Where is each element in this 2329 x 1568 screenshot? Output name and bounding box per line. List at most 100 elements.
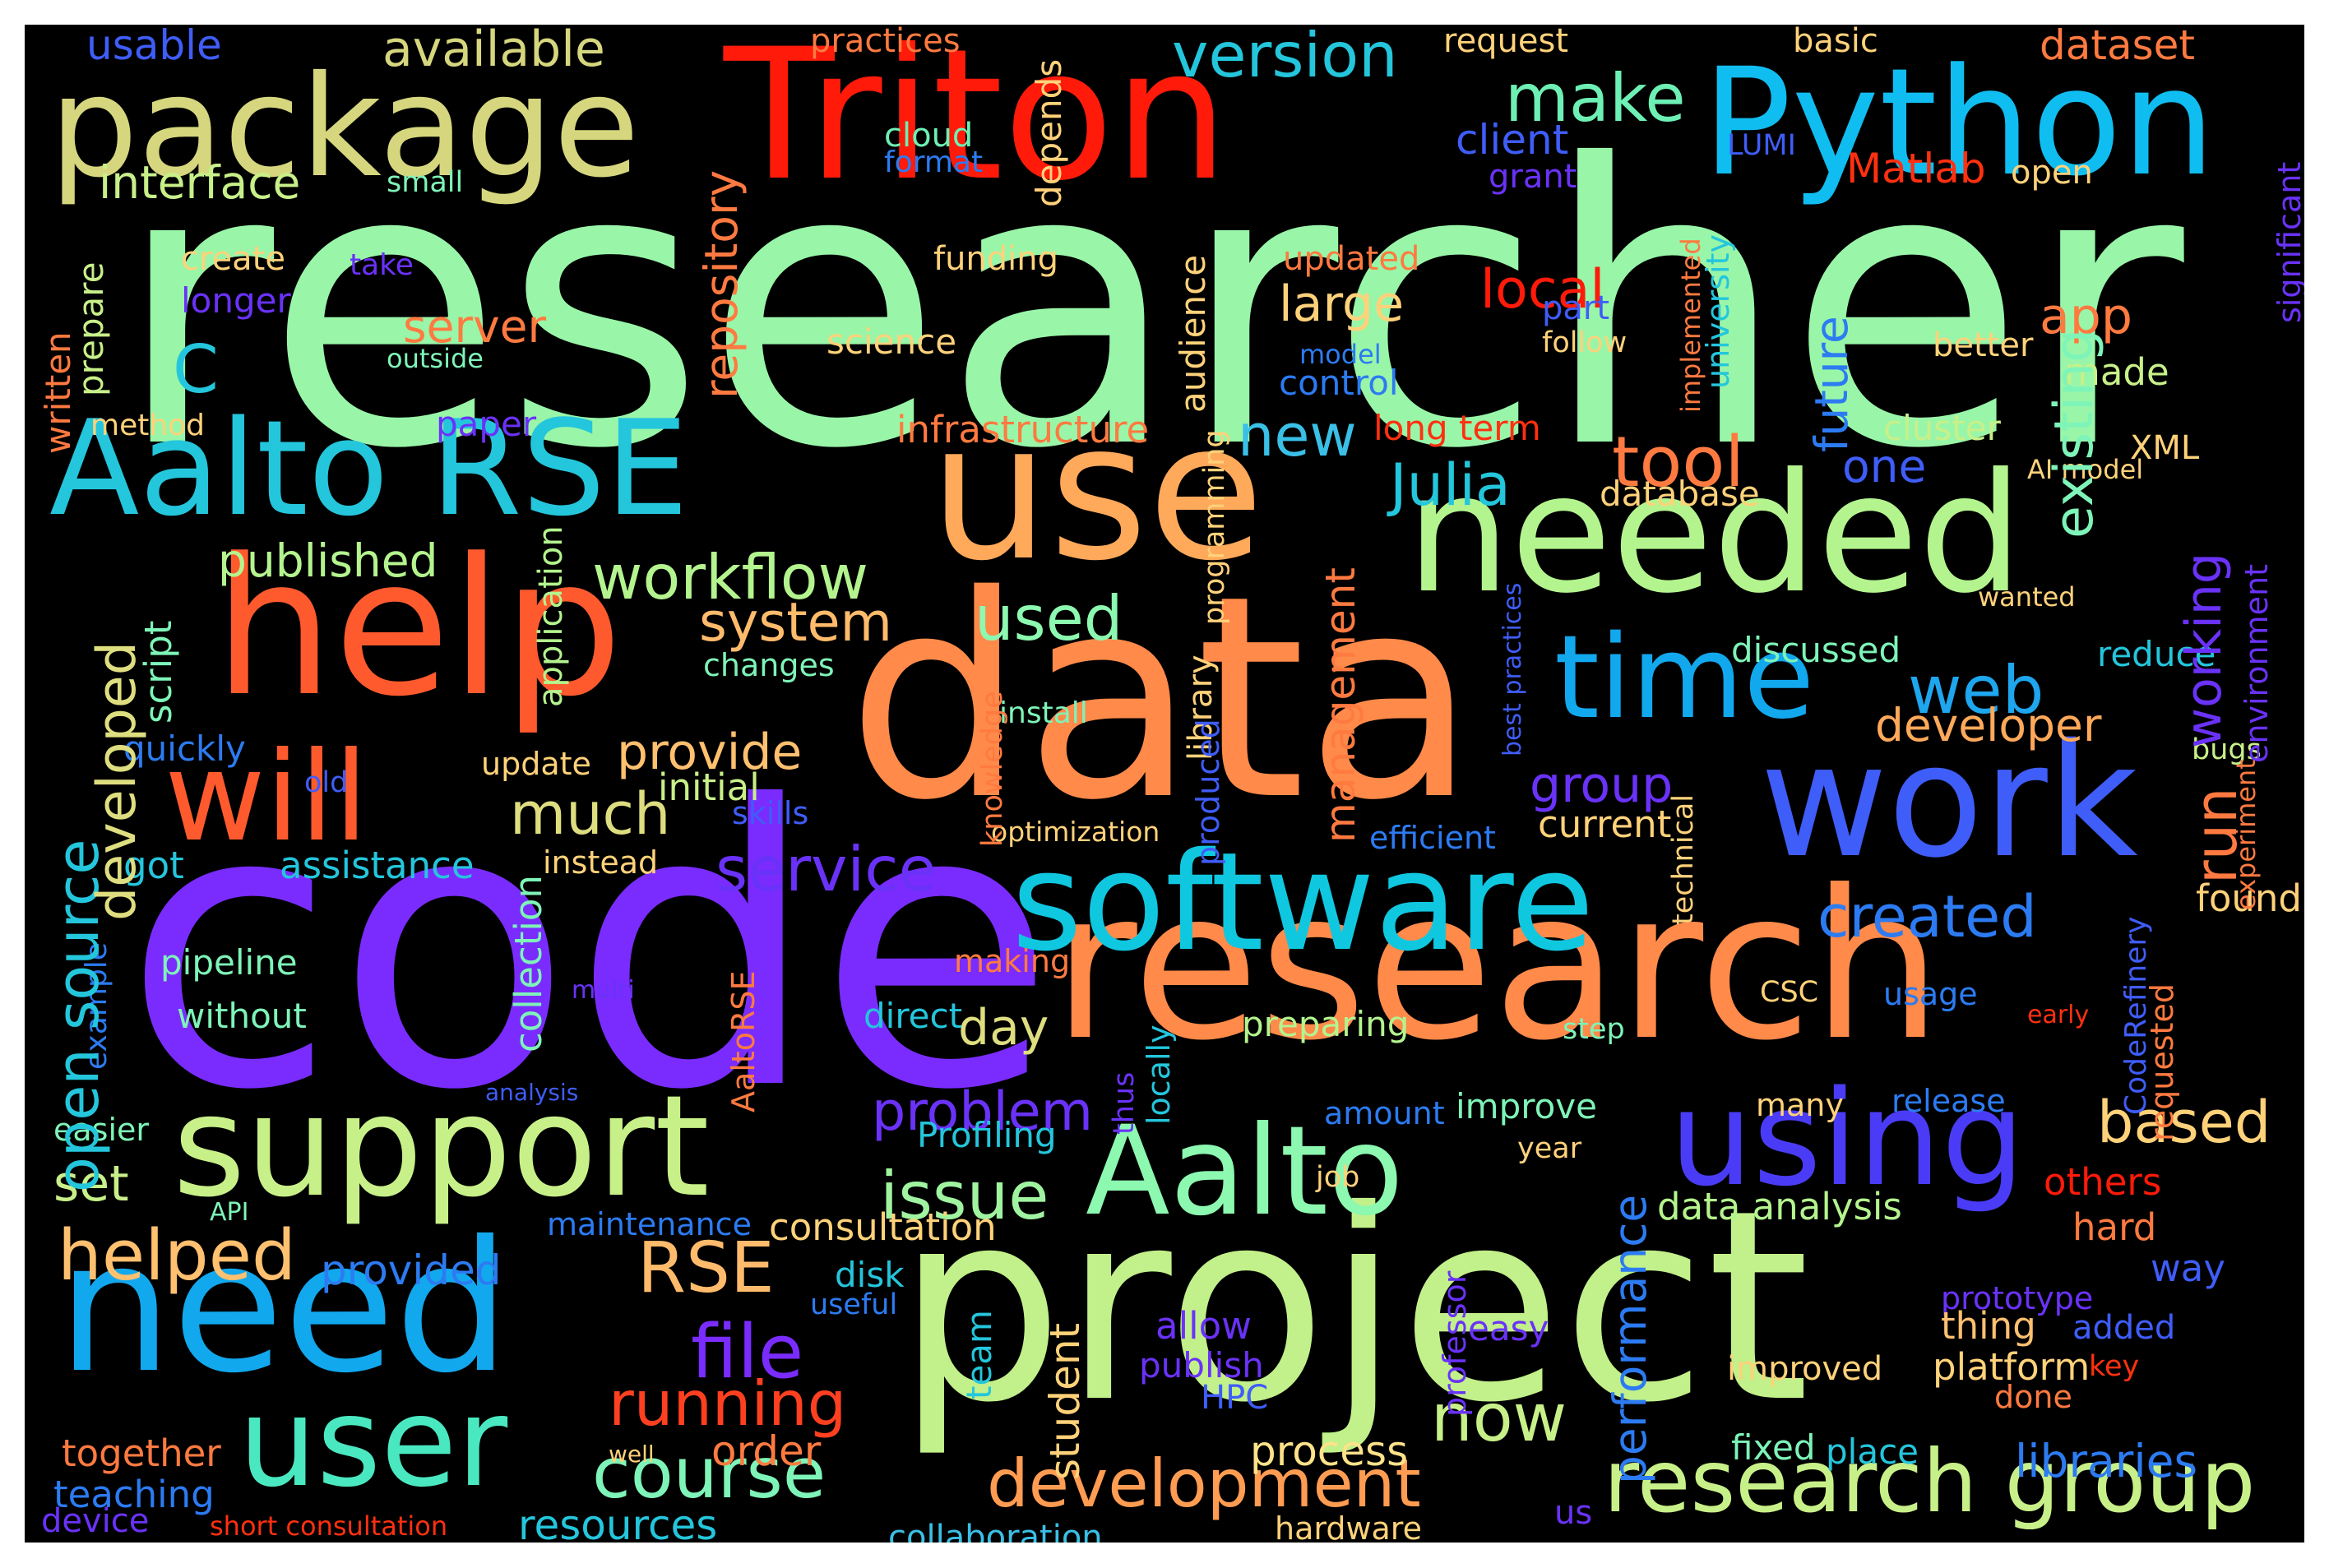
word-client: client: [1456, 116, 1569, 164]
word-hard: hard: [2072, 1205, 2157, 1249]
word-triton: Triton: [724, 25, 1229, 220]
word-local: local: [1480, 259, 1605, 321]
word-practices: practices: [810, 25, 961, 60]
word-pipeline: pipeline: [160, 942, 298, 983]
word-discussed: discussed: [1731, 630, 1901, 670]
word-easier: easier: [53, 1112, 150, 1148]
word-published: published: [218, 534, 438, 587]
word-hardware: hardware: [1275, 1510, 1422, 1543]
word-much: much: [510, 780, 671, 848]
word-repository: repository: [695, 169, 748, 399]
word-libraries: libraries: [2015, 1435, 2198, 1487]
word-issue: issue: [880, 1158, 1049, 1234]
word-place: place: [1826, 1432, 1919, 1472]
word-aaltorse: AaltoRSE: [725, 970, 762, 1112]
word-current: current: [1538, 803, 1672, 846]
word-usable: usable: [86, 25, 222, 69]
word-helped: helped: [58, 1215, 296, 1297]
word-format: format: [884, 146, 984, 179]
word-efficient: efficient: [1369, 820, 1496, 856]
word-control: control: [1279, 363, 1399, 403]
word-profiling: Profiling: [917, 1115, 1057, 1155]
word-existing: existing: [2044, 328, 2105, 539]
word-tool: tool: [1612, 422, 1744, 503]
word-reduce: reduce: [2097, 634, 2216, 674]
word-key: key: [2089, 1350, 2140, 1383]
word-platform: platform: [1933, 1345, 2091, 1389]
word-audience: audience: [1173, 254, 1213, 413]
word-using: using: [1669, 1062, 2026, 1215]
word-used: used: [975, 582, 1123, 654]
word-needed: needed: [1406, 438, 2023, 630]
word-set: set: [53, 1155, 129, 1213]
word-aalto: Aalto: [1086, 1100, 1404, 1243]
word-xml: XML: [2130, 429, 2200, 467]
word-project: project: [896, 1154, 1810, 1460]
word-future: future: [1805, 316, 1858, 452]
word-ai-model: AI model: [2027, 454, 2144, 485]
word-order: order: [711, 1427, 822, 1475]
word-long-term: long term: [1373, 408, 1541, 448]
word-thing: thing: [1941, 1304, 2036, 1348]
word-resources: resources: [518, 1501, 718, 1543]
word-release: release: [1891, 1083, 2006, 1119]
word-requested: requested: [2144, 983, 2180, 1141]
word-job: job: [1316, 1161, 1360, 1194]
word-got: got: [123, 844, 184, 887]
word-application: application: [532, 525, 570, 707]
word-well: well: [609, 1441, 655, 1468]
word-developer: developer: [1875, 699, 2102, 752]
word-found: found: [2196, 877, 2302, 920]
word-device: device: [41, 1502, 150, 1540]
word-development: development: [987, 1445, 1421, 1522]
word-group: group: [1530, 756, 1674, 814]
word-make: make: [1505, 60, 1686, 136]
word-teaching: teaching: [53, 1473, 215, 1516]
word-problem: problem: [872, 1081, 1093, 1143]
word-better: better: [1933, 326, 2034, 364]
word-update: update: [481, 746, 591, 782]
word-making: making: [954, 943, 1071, 979]
word-allow: allow: [1155, 1304, 1252, 1348]
word-course: course: [592, 1433, 826, 1515]
word-available: available: [382, 25, 605, 78]
word-web: web: [1908, 652, 2044, 728]
word-package: package: [49, 46, 640, 209]
word-help: help: [214, 519, 623, 738]
word-year: year: [1517, 1132, 1582, 1165]
word-updated: updated: [1283, 240, 1420, 278]
word-csc: CSC: [1760, 976, 1819, 1009]
word-fixed: fixed: [1731, 1427, 1816, 1468]
word-software: software: [1012, 823, 1595, 981]
word-dataset: dataset: [2040, 25, 2196, 69]
word-prototype: prototype: [1941, 1280, 2094, 1316]
word-user: user: [238, 1371, 508, 1515]
word-day: day: [958, 999, 1049, 1057]
word-script: script: [137, 620, 180, 724]
word-follow: follow: [1542, 326, 1628, 359]
word-experiment: experiment: [2230, 759, 2262, 910]
word-longer: longer: [181, 280, 291, 321]
word-created: created: [1817, 883, 2037, 951]
word-support: support: [173, 1066, 710, 1228]
word-cloud: researcher code data project research Triton P…: [25, 25, 2304, 1543]
word-collaboration: collaboration: [888, 1519, 1103, 1543]
word-made: made: [2064, 350, 2169, 394]
word-bugs: bugs: [2192, 733, 2262, 766]
word-early: early: [2027, 1001, 2090, 1029]
word-working: working: [2175, 553, 2233, 748]
word-improved: improved: [1727, 1350, 1883, 1388]
word-basic: basic: [1793, 25, 1878, 60]
word-researcher: researcher: [115, 83, 2184, 533]
word-data: data: [847, 536, 1477, 862]
word-us: us: [1554, 1494, 1593, 1532]
word-api: API: [210, 1198, 249, 1227]
word-provided: provided: [321, 1247, 502, 1294]
word-technical: technical: [1667, 793, 1700, 925]
word-wanted: wanted: [1978, 581, 2076, 613]
word-request: request: [1443, 25, 1569, 60]
word-research: research: [1053, 846, 1942, 1085]
word-database: database: [1600, 474, 1760, 514]
word-time: time: [1554, 611, 1815, 745]
word-added: added: [2072, 1309, 2176, 1347]
